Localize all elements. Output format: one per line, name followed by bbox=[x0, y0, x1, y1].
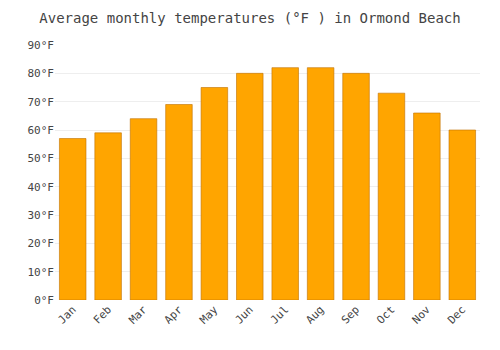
svg-text:20°F: 20°F bbox=[28, 237, 55, 250]
svg-text:Jan: Jan bbox=[55, 303, 78, 326]
svg-text:Dec: Dec bbox=[445, 303, 468, 326]
svg-text:70°F: 70°F bbox=[28, 96, 55, 109]
svg-text:Aug: Aug bbox=[303, 303, 326, 326]
svg-text:Jun: Jun bbox=[233, 303, 256, 326]
svg-text:Feb: Feb bbox=[91, 303, 114, 326]
svg-text:90°F: 90°F bbox=[28, 39, 55, 52]
svg-text:60°F: 60°F bbox=[28, 124, 55, 137]
svg-text:Apr: Apr bbox=[162, 303, 186, 327]
svg-text:80°F: 80°F bbox=[28, 67, 55, 80]
svg-text:0°F: 0°F bbox=[34, 294, 54, 307]
svg-text:May: May bbox=[197, 303, 221, 327]
svg-text:30°F: 30°F bbox=[28, 209, 55, 222]
svg-text:40°F: 40°F bbox=[28, 181, 55, 194]
svg-text:Average monthly temperatures (: Average monthly temperatures (°F ) in Or… bbox=[39, 10, 460, 26]
svg-text:Oct: Oct bbox=[374, 303, 397, 326]
svg-text:Sep: Sep bbox=[339, 303, 362, 326]
svg-text:Mar: Mar bbox=[126, 303, 150, 327]
svg-text:Nov: Nov bbox=[410, 303, 434, 327]
svg-text:10°F: 10°F bbox=[28, 266, 55, 279]
svg-text:Jul: Jul bbox=[268, 303, 291, 326]
svg-text:50°F: 50°F bbox=[28, 152, 55, 165]
